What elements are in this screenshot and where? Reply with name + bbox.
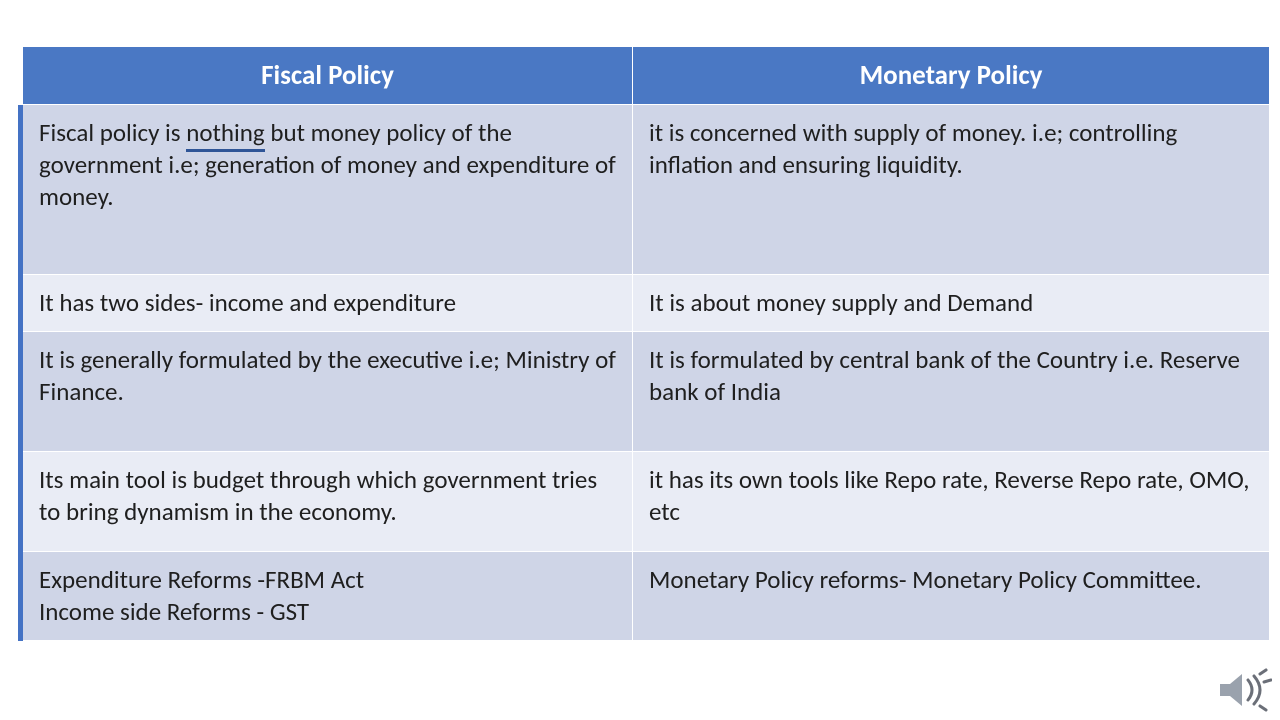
table-header-row: Fiscal Policy Monetary Policy [21,47,1270,105]
cell-fiscal: Its main tool is budget through which go… [21,452,633,552]
cell-fiscal: It has two sides- income and expenditure [21,275,633,332]
cell-fiscal: Fiscal policy is nothing but money polic… [21,105,633,275]
cell-monetary: it has its own tools like Repo rate, Rev… [633,452,1270,552]
comparison-table-container: Fiscal Policy Monetary Policy Fiscal pol… [18,46,1270,641]
table-row: It is generally formulated by the execut… [21,332,1270,452]
underlined-word: nothing [186,117,264,152]
table-row: Expenditure Reforms -FRBM ActIncome side… [21,552,1270,641]
cell-monetary: It is about money supply and Demand [633,275,1270,332]
cell-monetary: it is concerned with supply of money. i.… [633,105,1270,275]
table-row: Fiscal policy is nothing but money polic… [21,105,1270,275]
speaker-icon [1216,668,1272,712]
comparison-table: Fiscal Policy Monetary Policy Fiscal pol… [18,46,1270,641]
table-body: Fiscal policy is nothing but money polic… [21,105,1270,641]
table-row: It has two sides- income and expenditure… [21,275,1270,332]
cell-monetary: Monetary Policy reforms- Monetary Policy… [633,552,1270,641]
table-row: Its main tool is budget through which go… [21,452,1270,552]
cell-fiscal: Expenditure Reforms -FRBM ActIncome side… [21,552,633,641]
header-monetary: Monetary Policy [633,47,1270,105]
cell-monetary: It is formulated by central bank of the … [633,332,1270,452]
header-fiscal: Fiscal Policy [21,47,633,105]
cell-fiscal: It is generally formulated by the execut… [21,332,633,452]
